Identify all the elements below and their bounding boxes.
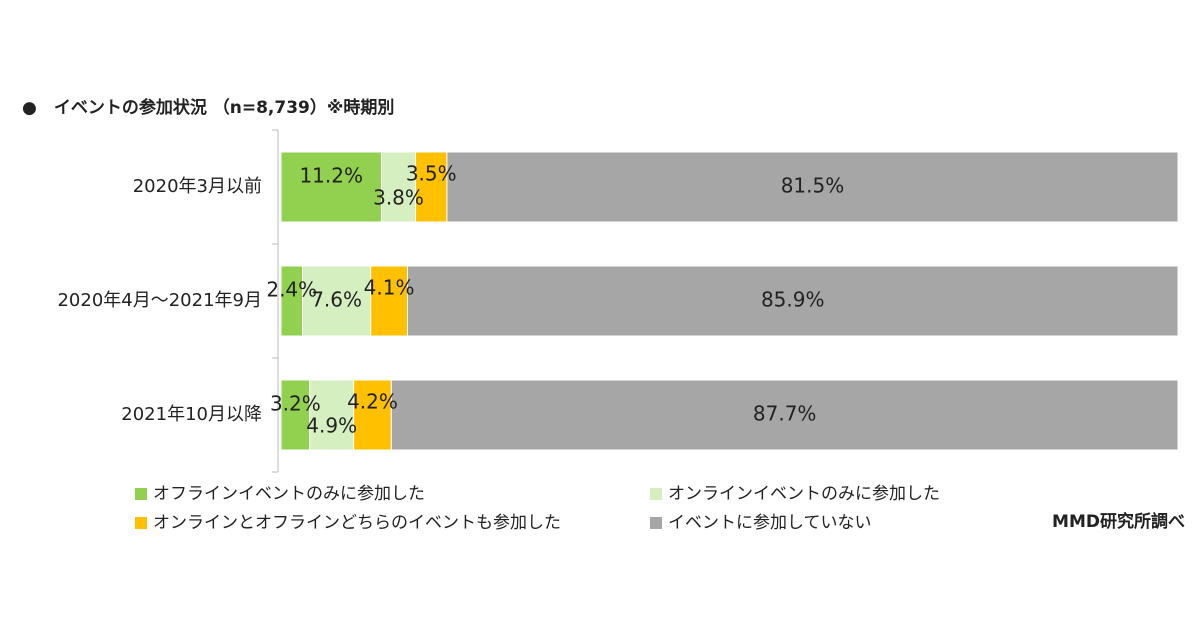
y-tick-label: 2021年10月以降 xyxy=(121,404,262,425)
data-label: 3.5% xyxy=(406,162,457,186)
source: MMD研究所調べ xyxy=(1052,511,1185,532)
legend-swatch xyxy=(650,517,662,529)
legend-swatch xyxy=(135,517,147,529)
bar-segment xyxy=(370,265,408,337)
chart-title: ● イベントの参加状況 （n=8,739）※時期別 xyxy=(22,97,394,118)
legend-swatch xyxy=(135,488,147,500)
bar-segment xyxy=(280,379,311,451)
y-tick-label: 2020年3月以前 xyxy=(133,176,262,197)
bar-segment xyxy=(415,151,448,223)
data-label: 4.9% xyxy=(306,414,357,438)
bar-segment xyxy=(390,379,1179,451)
bar-segment xyxy=(380,151,417,223)
data-label: 11.2% xyxy=(299,164,363,188)
legend-label: イベントに参加していない xyxy=(668,513,872,533)
legend-swatch xyxy=(650,488,662,500)
bar-segment xyxy=(406,265,1179,337)
bar-segment xyxy=(309,379,355,451)
data-label: 3.2% xyxy=(270,392,321,416)
data-label: 81.5% xyxy=(781,174,845,198)
data-label: 4.2% xyxy=(347,390,398,414)
data-label: 4.1% xyxy=(364,276,415,300)
legend-label: オンラインイベントのみに参加した xyxy=(668,484,940,504)
legend-label: オフラインイベントのみに参加した xyxy=(153,484,425,504)
data-label: 2.4% xyxy=(266,278,317,302)
bar-segment xyxy=(446,151,1179,223)
data-label: 3.8% xyxy=(373,186,424,210)
bar-segment xyxy=(280,151,382,223)
data-label: 7.6% xyxy=(311,288,362,312)
category-axis xyxy=(272,129,279,473)
y-tick-label: 2020年4月～2021年9月 xyxy=(57,290,262,311)
legend-label: オンラインとオフラインどちらのイベントも参加した xyxy=(153,513,561,533)
data-label: 85.9% xyxy=(761,288,825,312)
data-label: 87.7% xyxy=(753,402,817,426)
